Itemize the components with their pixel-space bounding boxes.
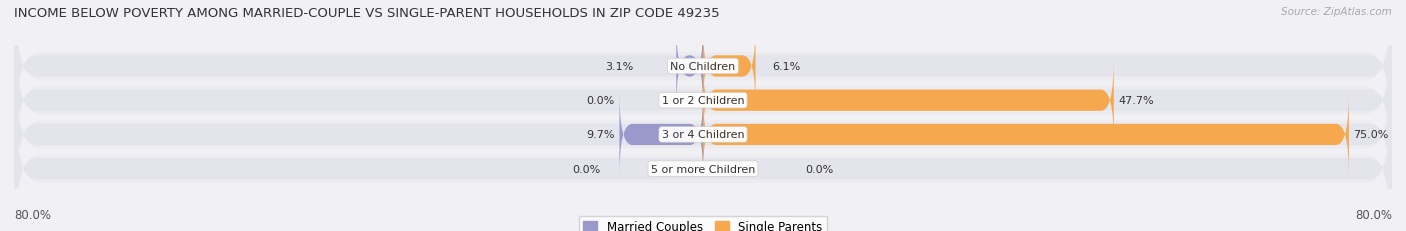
Text: 80.0%: 80.0% bbox=[14, 208, 51, 221]
Text: Source: ZipAtlas.com: Source: ZipAtlas.com bbox=[1281, 7, 1392, 17]
Text: 0.0%: 0.0% bbox=[806, 164, 834, 174]
Text: 1 or 2 Children: 1 or 2 Children bbox=[662, 96, 744, 106]
Text: 5 or more Children: 5 or more Children bbox=[651, 164, 755, 174]
FancyBboxPatch shape bbox=[703, 26, 755, 107]
FancyBboxPatch shape bbox=[14, 0, 1392, 141]
FancyBboxPatch shape bbox=[703, 60, 1114, 141]
Text: 0.0%: 0.0% bbox=[586, 96, 614, 106]
FancyBboxPatch shape bbox=[14, 26, 1392, 175]
Text: 3 or 4 Children: 3 or 4 Children bbox=[662, 130, 744, 140]
Text: INCOME BELOW POVERTY AMONG MARRIED-COUPLE VS SINGLE-PARENT HOUSEHOLDS IN ZIP COD: INCOME BELOW POVERTY AMONG MARRIED-COUPL… bbox=[14, 7, 720, 20]
Text: 0.0%: 0.0% bbox=[572, 164, 600, 174]
FancyBboxPatch shape bbox=[14, 94, 1392, 231]
Legend: Married Couples, Single Parents: Married Couples, Single Parents bbox=[579, 216, 827, 231]
Text: 6.1%: 6.1% bbox=[772, 62, 800, 72]
Text: 75.0%: 75.0% bbox=[1353, 130, 1389, 140]
Text: No Children: No Children bbox=[671, 62, 735, 72]
FancyBboxPatch shape bbox=[14, 46, 1392, 223]
Text: 47.7%: 47.7% bbox=[1118, 96, 1154, 106]
FancyBboxPatch shape bbox=[14, 60, 1392, 210]
FancyBboxPatch shape bbox=[703, 94, 1348, 175]
Text: 80.0%: 80.0% bbox=[1355, 208, 1392, 221]
FancyBboxPatch shape bbox=[620, 94, 703, 175]
FancyBboxPatch shape bbox=[14, 0, 1392, 155]
FancyBboxPatch shape bbox=[14, 12, 1392, 189]
FancyBboxPatch shape bbox=[676, 26, 703, 107]
Text: 9.7%: 9.7% bbox=[586, 130, 614, 140]
FancyBboxPatch shape bbox=[14, 81, 1392, 231]
Text: 3.1%: 3.1% bbox=[606, 62, 634, 72]
